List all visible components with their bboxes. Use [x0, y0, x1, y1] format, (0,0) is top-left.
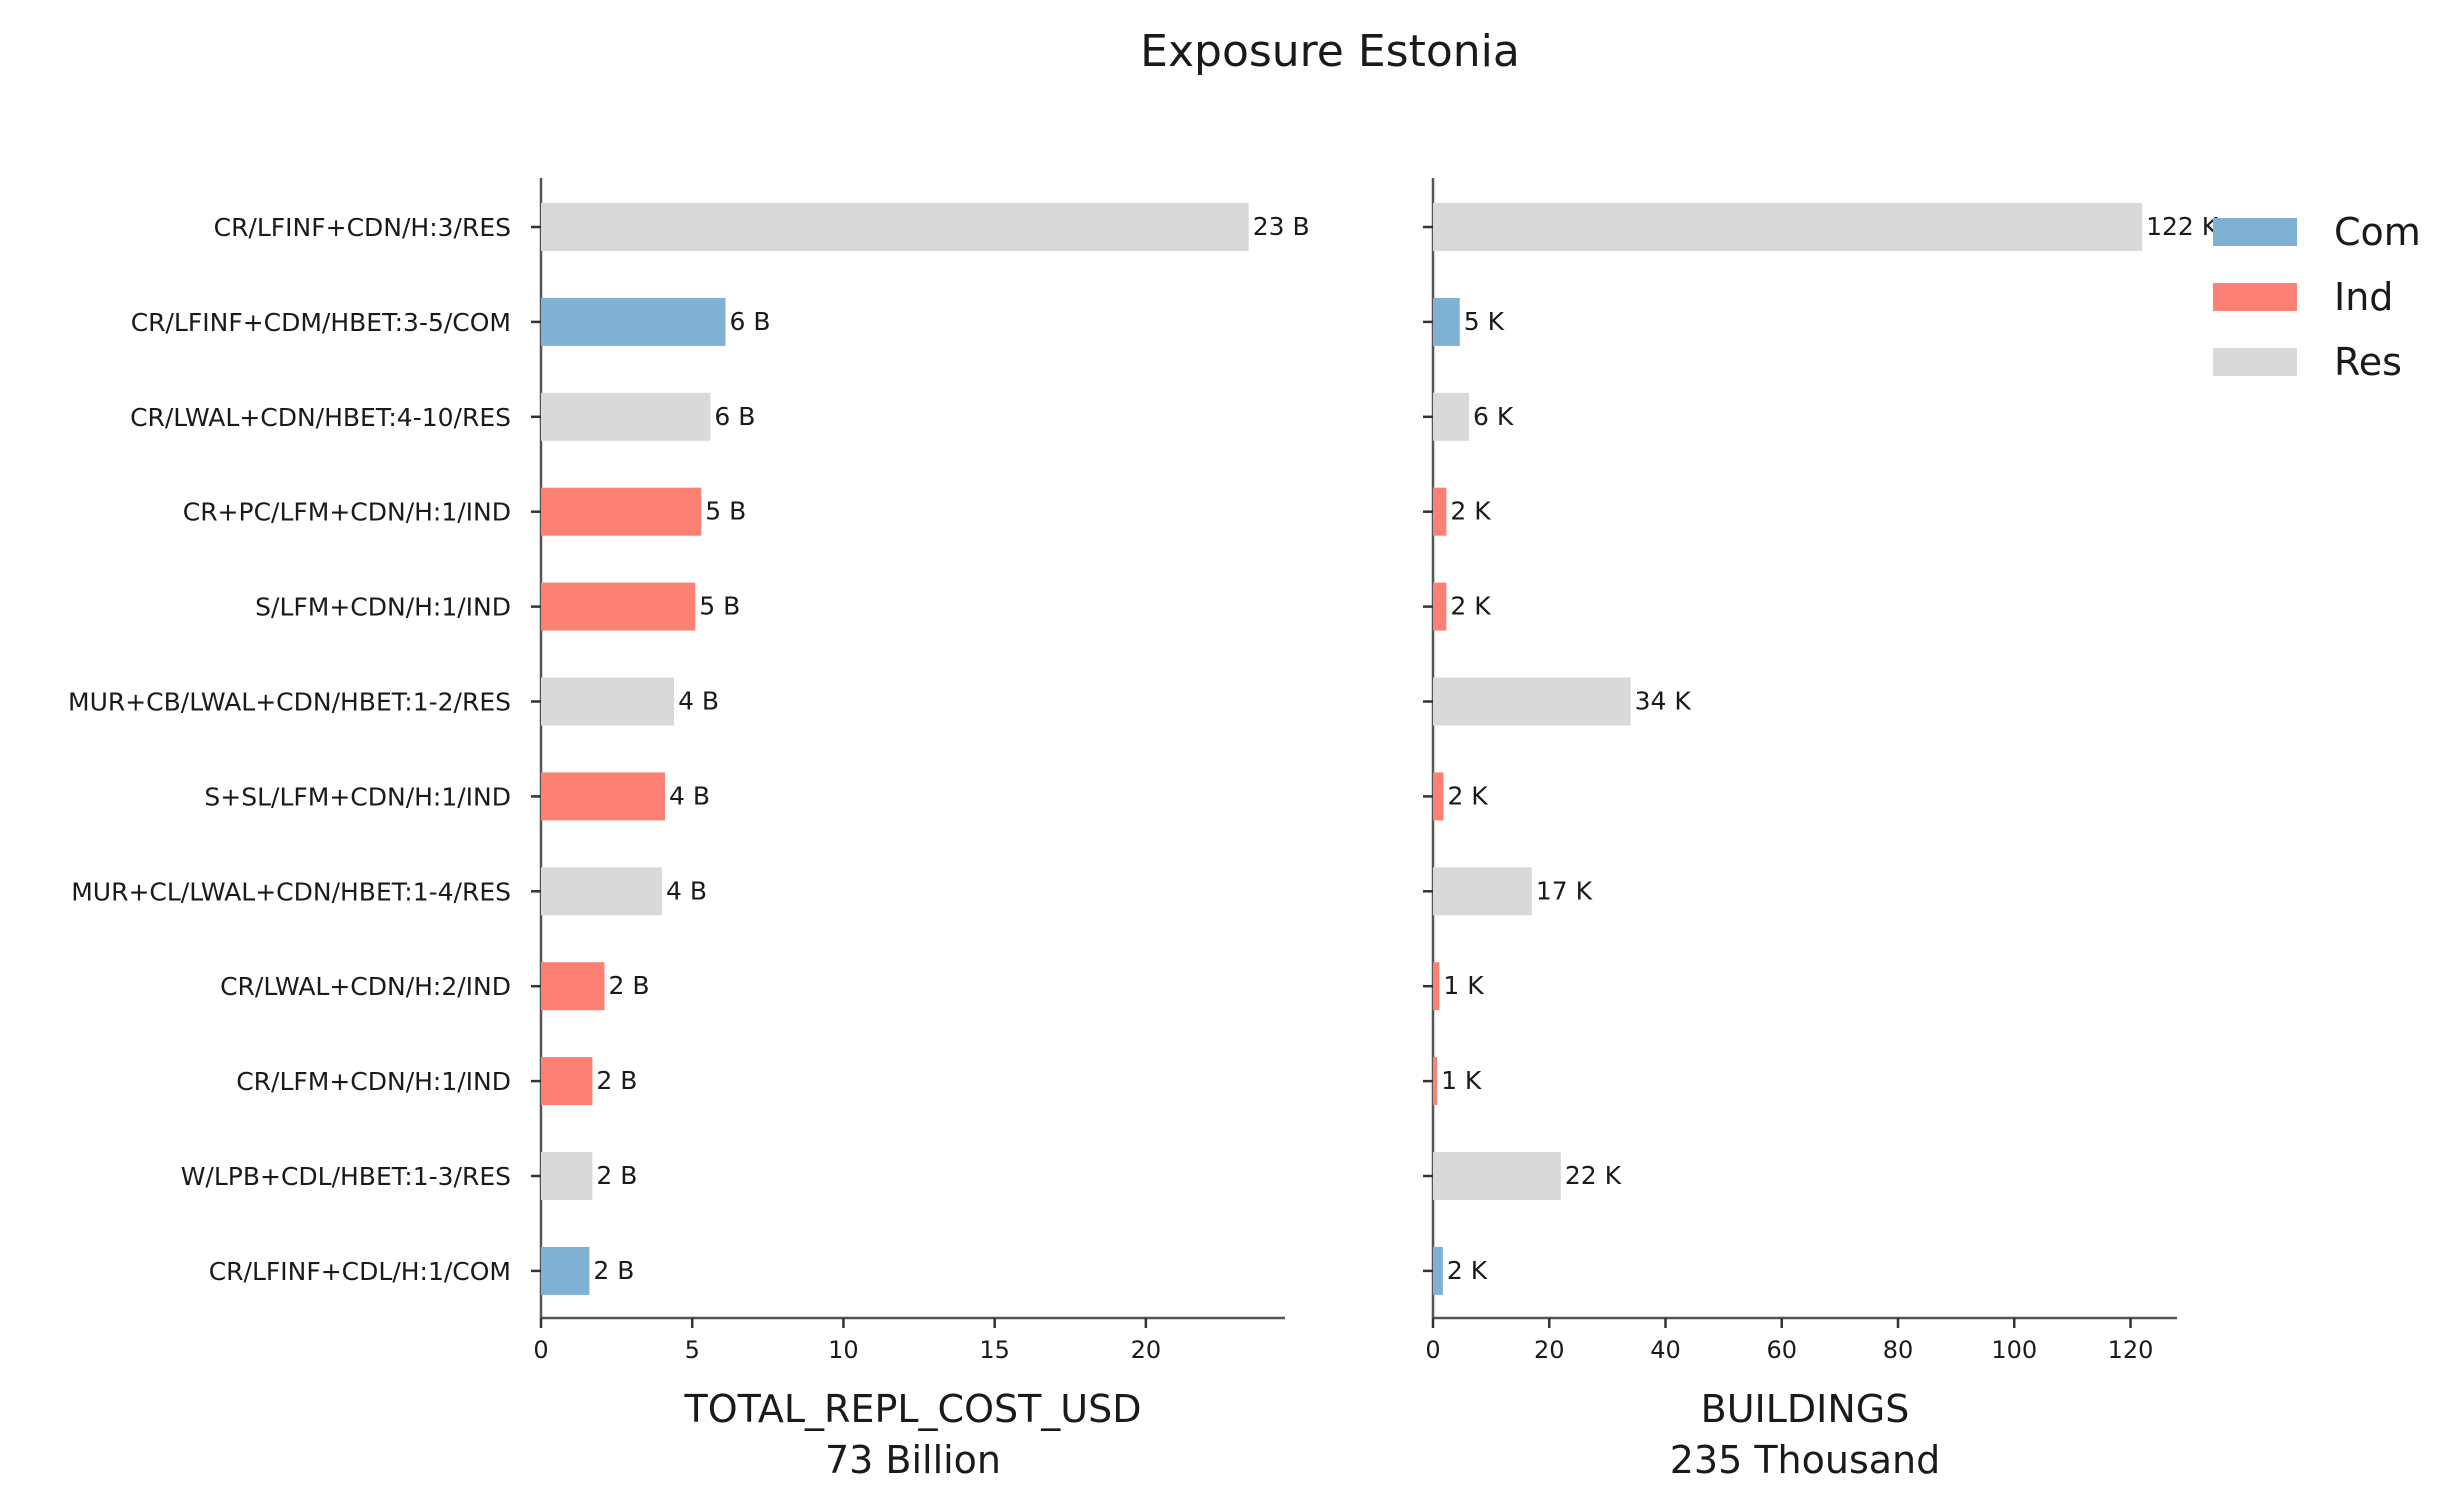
data-label: 4 B: [669, 781, 710, 810]
category-label: S/LFM+CDN/H:1/IND: [255, 593, 511, 622]
x-tick-label: 0: [1425, 1336, 1440, 1364]
legend-swatch-res: [2213, 348, 2297, 376]
bar-ind: [541, 582, 696, 631]
data-label: 17 K: [1536, 876, 1593, 905]
x-tick-label: 20: [1131, 1336, 1162, 1364]
data-label: 2 K: [1447, 781, 1488, 810]
bar-ind: [1433, 487, 1447, 536]
bar-ind: [1433, 962, 1440, 1011]
x-tick-label: 10: [828, 1336, 859, 1364]
category-label: S+SL/LFM+CDN/H:1/IND: [204, 782, 511, 811]
data-label: 23 B: [1253, 212, 1310, 241]
category-label: CR/LWAL+CDN/HBET:4-10/RES: [130, 403, 511, 432]
bar-ind: [541, 962, 605, 1011]
data-label: 122 K: [2146, 212, 2219, 241]
category-label: W/LPB+CDL/HBET:1-3/RES: [181, 1162, 511, 1191]
data-label: 5 K: [1464, 307, 1505, 336]
legend-label: Com: [2334, 210, 2421, 254]
data-label: 6 K: [1473, 402, 1514, 431]
category-label: CR+PC/LFM+CDN/H:1/IND: [183, 498, 511, 527]
bar-res: [541, 1152, 593, 1200]
legend-label: Ind: [2334, 275, 2393, 319]
data-label: 2 K: [1447, 1256, 1488, 1285]
x-tick-label: 120: [2108, 1336, 2154, 1364]
bar-res: [1433, 392, 1470, 441]
bar-com: [1433, 297, 1460, 346]
legend-swatch-ind: [2213, 283, 2297, 311]
bar-ind: [541, 772, 665, 821]
data-label: 6 B: [729, 307, 770, 336]
bar-res: [541, 392, 711, 441]
x-tick-label: 80: [1883, 1336, 1914, 1364]
data-label: 5 B: [699, 592, 740, 621]
x-tick-label: 0: [533, 1336, 548, 1364]
legend-label: Res: [2334, 340, 2402, 384]
bar-res: [1433, 203, 2143, 251]
legend: Com Ind Res: [2213, 210, 2421, 384]
data-label: 2 K: [1450, 497, 1491, 526]
data-label: 1 K: [1443, 971, 1484, 1000]
chart-title: Exposure Estonia: [1140, 26, 1520, 77]
bar-com: [541, 1246, 590, 1295]
x-tick-label: 60: [1766, 1336, 1797, 1364]
bar-res: [541, 677, 675, 726]
bar-ind: [1433, 582, 1447, 631]
legend-swatch-com: [2213, 218, 2297, 246]
data-label: 1 K: [1441, 1066, 1482, 1095]
x-tick-label: 40: [1650, 1336, 1681, 1364]
data-label: 34 K: [1635, 687, 1692, 716]
data-label: 4 B: [678, 687, 719, 716]
bar-ind: [541, 1057, 593, 1106]
data-label: 22 K: [1565, 1161, 1622, 1190]
bar-res: [541, 203, 1249, 251]
x-axis-subtitle: 73 Billion: [825, 1438, 1001, 1482]
data-label: 2 B: [596, 1066, 637, 1095]
bar-res: [1433, 677, 1631, 726]
category-label: CR/LFINF+CDM/HBET:3-5/COM: [131, 308, 511, 337]
category-label: CR/LFINF+CDN/H:3/RES: [214, 213, 511, 242]
x-tick-label: 20: [1534, 1336, 1565, 1364]
data-label: 2 K: [1450, 592, 1491, 621]
category-label: CR/LFM+CDN/H:1/IND: [236, 1067, 511, 1096]
x-tick-label: 100: [1991, 1336, 2037, 1364]
category-label: CR/LWAL+CDN/H:2/IND: [220, 972, 511, 1001]
category-label: MUR+CL/LWAL+CDN/HBET:1-4/RES: [71, 877, 511, 906]
bar-com: [1433, 1246, 1443, 1295]
bar-com: [541, 297, 726, 346]
panel-repl-cost: 0 5 10 15 20 CR/LFINF+CDN/H:3/RES 23 B CR/LFINF…: [68, 178, 1310, 1482]
bar-ind: [1433, 1057, 1438, 1106]
bar-ind: [541, 487, 702, 536]
data-label: 2 B: [596, 1161, 637, 1190]
x-axis-subtitle: 235 Thousand: [1670, 1438, 1941, 1482]
x-axis-title: BUILDINGS: [1701, 1387, 1910, 1431]
data-label: 5 B: [705, 497, 746, 526]
panel-buildings: 0 20 40 60 80 100 120 122 K 5 K 6 K 2 K 2 K 34 K 2 K 1…: [1423, 178, 2219, 1482]
bar-res: [1433, 1152, 1561, 1200]
category-label: CR/LFINF+CDL/H:1/COM: [209, 1257, 511, 1286]
category-label: MUR+CB/LWAL+CDN/HBET:1-2/RES: [68, 688, 511, 717]
data-label: 2 B: [609, 971, 650, 1000]
data-label: 2 B: [593, 1256, 634, 1285]
x-axis-title: TOTAL_REPL_COST_USD: [683, 1387, 1141, 1431]
x-tick-label: 15: [979, 1336, 1010, 1364]
bar-res: [1433, 867, 1532, 916]
data-label: 4 B: [666, 876, 707, 905]
x-tick-label: 5: [685, 1336, 700, 1364]
bar-res: [541, 867, 662, 916]
data-label: 6 B: [714, 402, 755, 431]
bar-ind: [1433, 772, 1444, 821]
